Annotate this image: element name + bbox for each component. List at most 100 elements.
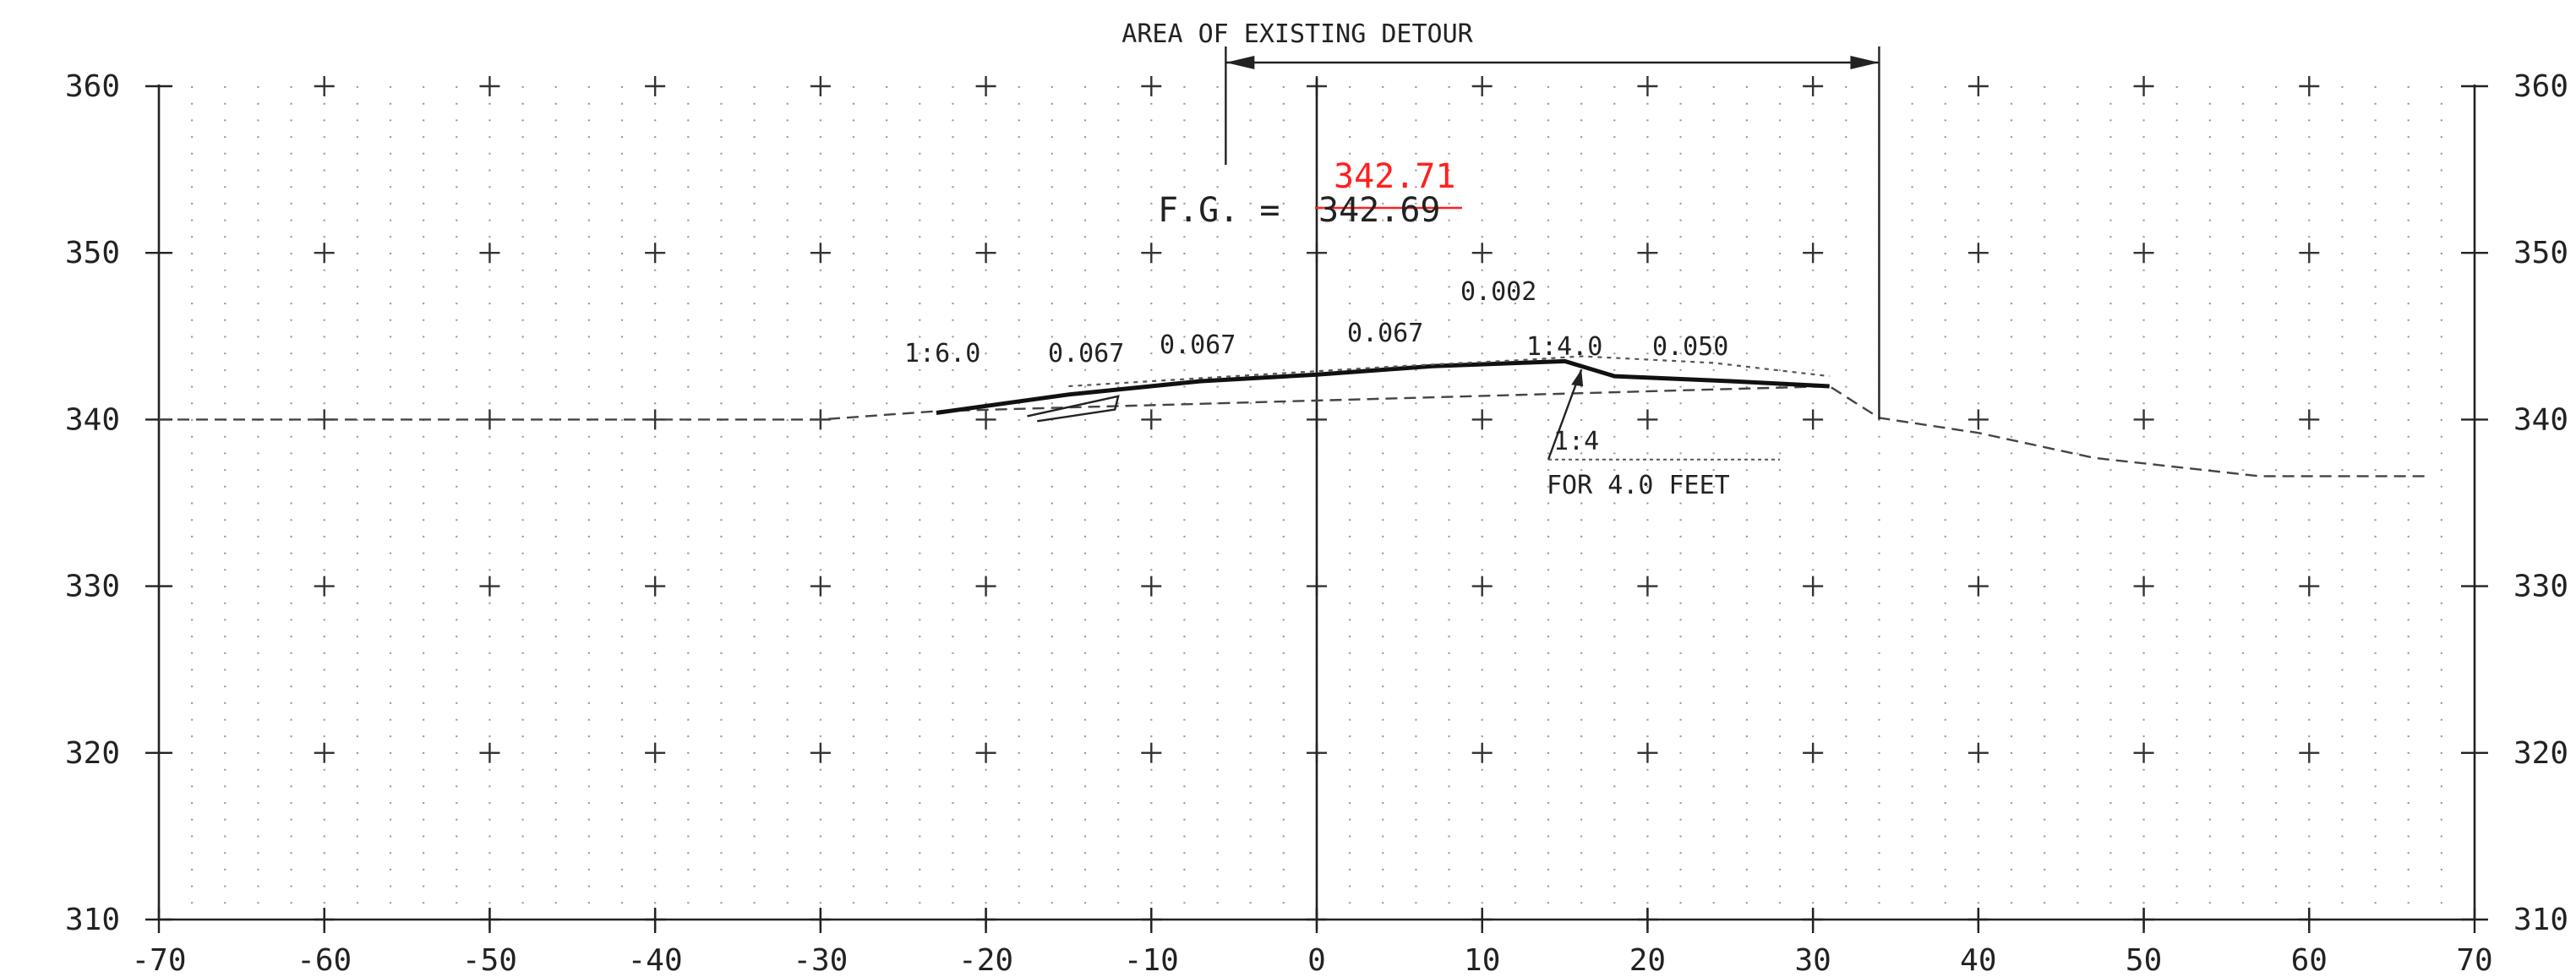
y-tick-label-left: 330: [65, 570, 120, 604]
grid-cross: [1637, 576, 1658, 597]
x-tick-label: -10: [1124, 943, 1179, 973]
grid-cross: [2133, 409, 2154, 430]
grid-cross: [314, 576, 335, 597]
y-tick-label-right: 330: [2513, 570, 2568, 604]
grid-cross: [1637, 409, 1658, 430]
grid-crosses: [314, 76, 2320, 930]
grid-cross: [810, 243, 831, 264]
grid-cross: [2133, 576, 2154, 597]
grid-cross: [479, 576, 500, 597]
detour-label: AREA OF EXISTING DETOUR: [1122, 19, 1473, 49]
y-tick-label-left: 360: [65, 69, 120, 104]
y-tick-label-right: 310: [2513, 903, 2568, 937]
grid-cross: [314, 76, 335, 96]
grid-cross: [1803, 409, 1824, 430]
slope-right-2: 0.050: [1652, 332, 1728, 362]
slope-detour: 0.002: [1460, 277, 1536, 307]
x-tick-label: -70: [131, 943, 186, 973]
x-tick-label: 30: [1794, 943, 1831, 973]
grid-cross: [1141, 243, 1162, 264]
grid-cross: [1803, 742, 1824, 763]
y-tick-label-right: 320: [2513, 736, 2568, 771]
grid-cross: [975, 742, 996, 763]
grid-cross: [314, 742, 335, 763]
grid-cross: [645, 742, 666, 763]
existing-ground-line: [159, 385, 2426, 478]
x-tick-label: 20: [1629, 943, 1666, 973]
slope-right-1: 0.067: [1347, 319, 1423, 348]
slope-left-2: 0.067: [1160, 330, 1236, 360]
grid-cross: [2133, 76, 2154, 96]
x-tick-label: 0: [1307, 943, 1326, 973]
grid-cross: [975, 576, 996, 597]
x-tick-label: 60: [2291, 943, 2328, 973]
x-tick-label: 10: [1464, 943, 1500, 973]
grid-cross: [1471, 409, 1493, 430]
profile-lines: [159, 46, 2426, 478]
grid-cross: [645, 576, 666, 597]
grid-cross: [1637, 76, 1658, 96]
grid-cross: [1803, 243, 1824, 264]
grid-cross: [2133, 742, 2154, 763]
axes: [145, 78, 2488, 933]
x-tick-label: -30: [793, 943, 848, 973]
grid-cross: [2133, 243, 2154, 264]
grid-cross: [1471, 243, 1493, 264]
y-tick-label-left: 320: [65, 736, 120, 771]
grid-cross: [1471, 576, 1493, 597]
grid-cross: [2299, 76, 2320, 96]
x-tick-label: 50: [2126, 943, 2162, 973]
grid-cross: [1967, 409, 1989, 430]
grid-cross: [975, 76, 996, 96]
grid-cross: [645, 243, 666, 264]
grid-cross: [2299, 576, 2320, 597]
grid-cross: [479, 243, 500, 264]
grid-cross: [1967, 576, 1989, 597]
grid-cross: [1967, 243, 1989, 264]
slope-right-ratio: 1:4.0: [1526, 332, 1602, 362]
grid-cross: [1637, 742, 1658, 763]
x-tick-label: -50: [462, 943, 517, 973]
ditch-leader-arrow: [1571, 369, 1584, 387]
grid-cross: [479, 742, 500, 763]
grid-cross: [810, 576, 831, 597]
fg-label: F.G. =: [1158, 191, 1280, 230]
grid-cross: [1471, 76, 1493, 96]
detour-arrow-right: [1850, 56, 1880, 69]
proposed-section-line: [936, 358, 1830, 415]
grid-cross: [1637, 243, 1658, 264]
tick-labels: -70 -60 -50 -40 -30 -20 -10 0 10 20 30 40 50 60 70 310 3…: [65, 69, 2568, 977]
grid-cross: [1471, 742, 1493, 763]
grid-cross: [810, 76, 831, 96]
x-tick-label: -20: [958, 943, 1013, 973]
grid-cross: [975, 409, 996, 430]
grid-cross: [2299, 409, 2320, 430]
x-tick-label: -40: [628, 943, 683, 973]
y-tick-label-left: 310: [65, 903, 120, 937]
detour-arrow-left: [1225, 56, 1255, 69]
left-ditch-marker: [1027, 395, 1120, 423]
grid-cross: [1141, 409, 1162, 430]
grid-cross: [810, 742, 831, 763]
slope-left-ratio: 1:6.0: [904, 339, 980, 368]
grid-dots: [157, 86, 2476, 920]
ditch-length: FOR 4.0 FEET: [1547, 471, 1730, 500]
y-tick-label-right: 350: [2513, 236, 2568, 270]
grid-cross: [1141, 576, 1162, 597]
grid-cross: [314, 243, 335, 264]
grid-cross: [1967, 742, 1989, 763]
grid-cross: [2299, 742, 2320, 763]
y-tick-label-right: 360: [2513, 69, 2568, 104]
grid-cross: [1141, 742, 1162, 763]
ditch-slope: 1:4: [1553, 427, 1599, 456]
y-tick-label-left: 340: [65, 402, 120, 437]
y-tick-label-right: 340: [2513, 402, 2568, 437]
grid-cross: [1967, 76, 1989, 96]
slope-left-1: 0.067: [1048, 339, 1124, 368]
x-tick-label: -60: [297, 943, 352, 973]
y-tick-label-left: 350: [65, 236, 120, 270]
x-tick-label: 70: [2456, 943, 2492, 973]
grid-cross: [2299, 243, 2320, 264]
